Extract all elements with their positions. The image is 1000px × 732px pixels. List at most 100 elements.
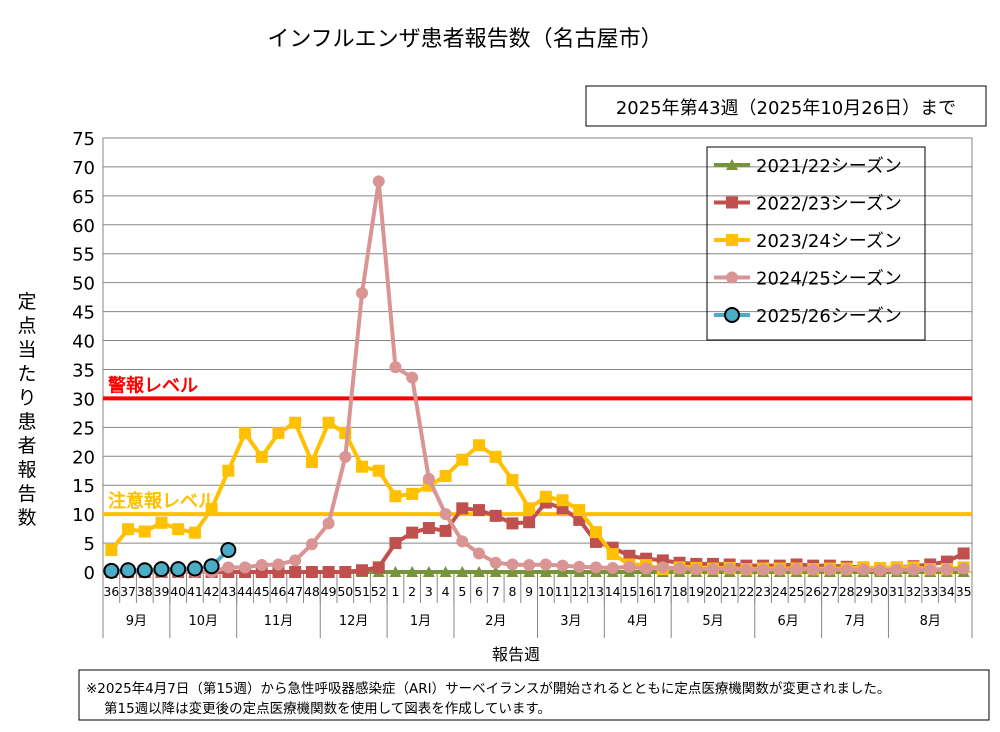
data-point (523, 502, 536, 515)
legend-label: 2023/24シーズン (756, 231, 902, 252)
data-point (356, 460, 369, 473)
data-point (523, 516, 536, 529)
data-point (239, 427, 252, 440)
x-tick-label: 24 (772, 584, 788, 599)
plot-area (102, 137, 973, 573)
data-point (506, 558, 519, 571)
x-tick-label: 11 (555, 584, 571, 599)
data-point (556, 559, 569, 572)
x-tick-label: 4 (442, 584, 450, 599)
x-tick-label: 10 (538, 584, 554, 599)
x-tick-label: 20 (705, 584, 721, 599)
y-tick-label: 65 (72, 187, 95, 208)
data-point (539, 558, 552, 571)
x-tick-label: 22 (738, 584, 754, 599)
data-point (406, 566, 419, 577)
data-point (456, 502, 469, 515)
y-tick-label: 55 (72, 245, 95, 266)
legend-box (706, 146, 926, 341)
x-tick-label: 45 (254, 584, 270, 599)
x-tick-label: 42 (204, 584, 220, 599)
x-tick-label: 46 (271, 584, 287, 599)
x-tick-label: 50 (337, 584, 353, 599)
data-point (305, 566, 318, 578)
data-point (673, 562, 686, 575)
data-point (573, 560, 586, 573)
month-label: 4月 (627, 614, 648, 629)
legend-marker (726, 271, 738, 284)
legend-label: 2024/25シーズン (756, 269, 902, 290)
month-label: 12月 (339, 614, 369, 629)
month-label: 5月 (702, 614, 723, 629)
legend-marker (726, 234, 738, 246)
data-point (389, 490, 402, 503)
data-point (439, 469, 452, 482)
x-tick-label: 15 (621, 584, 637, 599)
month-label: 2月 (485, 614, 506, 629)
data-point (857, 563, 870, 576)
data-point (220, 542, 237, 559)
data-point (289, 554, 302, 567)
data-point (272, 427, 285, 440)
data-point (656, 561, 669, 574)
chart-subtitle: 2025年第43週（2025年10月26日）まで (616, 98, 956, 119)
data-point (473, 547, 486, 560)
data-point (203, 558, 220, 575)
y-tick-label: 45 (72, 303, 95, 324)
data-point (186, 560, 203, 577)
data-point (322, 566, 335, 578)
data-point (406, 526, 419, 539)
data-point (957, 547, 970, 560)
y-axis-label-char: 告 (17, 483, 36, 505)
data-point (356, 287, 369, 300)
data-point (289, 416, 302, 429)
x-tick-label: 1 (391, 584, 399, 599)
x-tick-label: 31 (889, 584, 905, 599)
x-tick-label: 51 (354, 584, 370, 599)
data-point (372, 175, 385, 188)
data-point (272, 558, 285, 571)
data-point (170, 561, 187, 578)
data-point (723, 562, 736, 575)
data-point (406, 371, 419, 384)
data-point (356, 564, 369, 577)
data-point (155, 516, 168, 529)
data-point (255, 559, 268, 572)
x-tick-label: 13 (588, 584, 604, 599)
y-tick-label: 0 (84, 563, 95, 584)
x-tick-label: 9 (525, 584, 533, 599)
x-tick-label: 16 (638, 584, 654, 599)
data-point (473, 566, 486, 577)
x-tick-label: 36 (103, 584, 119, 599)
data-point (506, 473, 519, 486)
y-tick-label: 35 (72, 360, 95, 381)
y-tick-label: 30 (72, 389, 95, 410)
data-point (690, 563, 703, 576)
data-point (153, 561, 170, 578)
legend-label: 2021/22シーズン (756, 156, 902, 177)
data-point (289, 566, 302, 578)
data-point (222, 464, 235, 477)
month-label: 8月 (920, 614, 941, 629)
data-point (473, 439, 486, 452)
data-point (823, 563, 836, 576)
note-line-1: ※2025年4月7日（第15週）から急性呼吸器感染症（ARI）サーベイランスが開… (86, 680, 890, 697)
y-tick-label: 75 (72, 129, 95, 150)
y-axis-label-char: り (17, 387, 36, 409)
x-tick-label: 35 (956, 584, 972, 599)
month-label: 7月 (844, 614, 865, 629)
x-tick-label: 23 (755, 584, 771, 599)
data-point (940, 563, 953, 576)
legend-label: 2022/23シーズン (756, 194, 902, 215)
legend-marker (726, 159, 738, 170)
data-point (339, 566, 352, 578)
x-tick-label: 48 (304, 584, 320, 599)
x-tick-label: 2 (408, 584, 416, 599)
data-point (322, 416, 335, 429)
threshold-label: 注意報レベル (108, 490, 216, 512)
y-tick-label: 15 (72, 476, 95, 497)
x-tick-label: 7 (492, 584, 500, 599)
data-point (640, 562, 653, 575)
